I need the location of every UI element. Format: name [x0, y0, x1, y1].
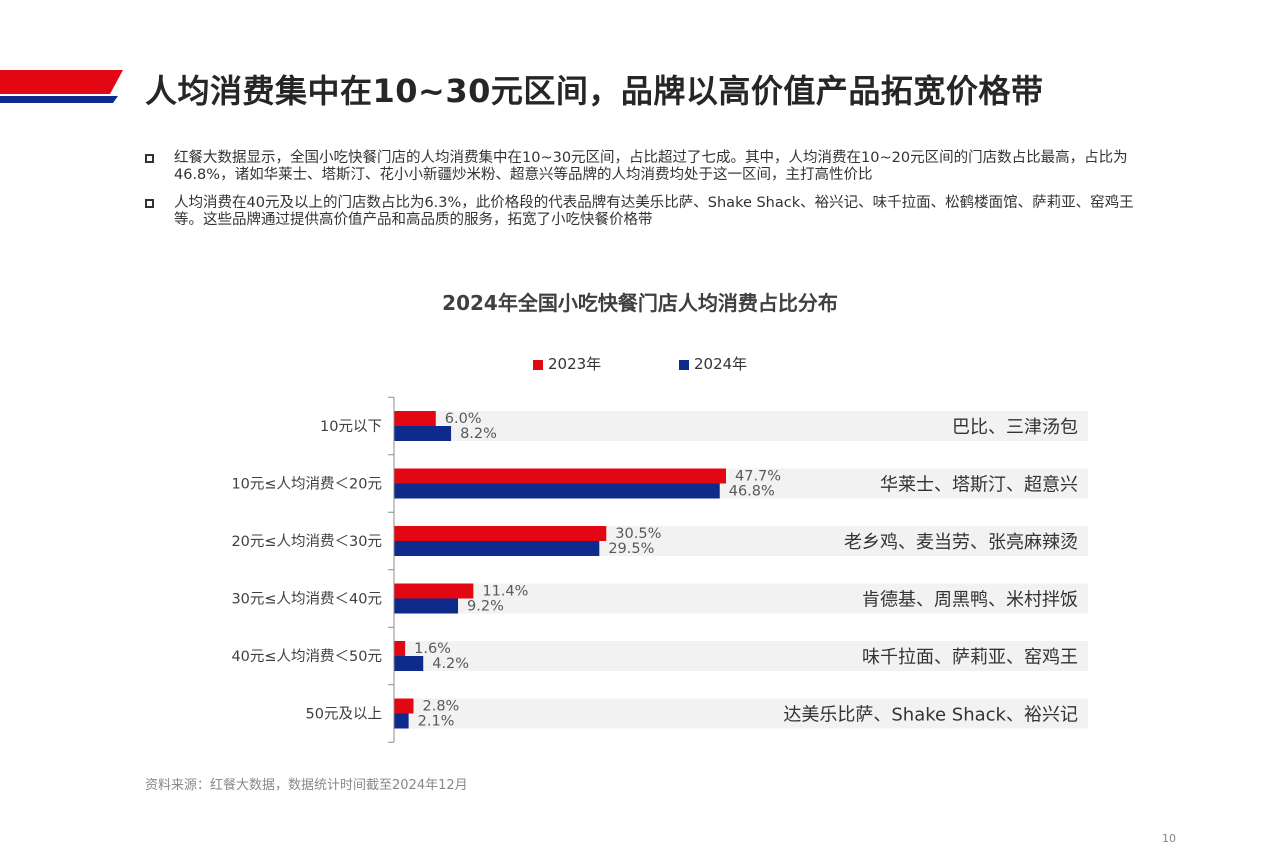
square-bullet-icon: [145, 154, 154, 163]
square-bullet-icon: [145, 199, 154, 208]
bullet-text: 红餐大数据显示，全国小吃快餐门店的人均消费集中在10~30元区间，占比超过了七成…: [174, 150, 1128, 183]
data-label: 11.4%: [482, 584, 528, 600]
category-label: 50元及以上: [306, 706, 382, 723]
brand-label: 巴比、三津汤包: [952, 417, 1078, 438]
category-label: 20元≤人均消费＜30元: [231, 533, 382, 550]
category-label: 40元≤人均消费＜50元: [231, 648, 382, 665]
bar-2024年: [394, 483, 720, 499]
bar-2024年: [394, 598, 459, 614]
source-note: 资料来源：红餐大数据，数据统计时间截至2024年12月: [145, 778, 468, 793]
row-band: [394, 411, 1088, 441]
data-label: 8.2%: [460, 426, 497, 442]
bar-2023年: [394, 641, 406, 656]
brand-label: 老乡鸡、麦当劳、张亮麻辣烫: [844, 532, 1078, 553]
data-label: 9.2%: [467, 599, 504, 615]
data-label: 46.8%: [729, 484, 775, 500]
category-label: 10元≤人均消费＜20元: [231, 476, 382, 493]
legend-label-2023: 2023年: [548, 355, 602, 373]
legend-swatch-2024: [679, 360, 689, 370]
row-band: [394, 583, 1088, 614]
category-label: 30元≤人均消费＜40元: [231, 591, 382, 608]
bar-2024年: [394, 656, 424, 671]
bar-2024年: [394, 541, 600, 556]
bullet-list: 红餐大数据显示，全国小吃快餐门店的人均消费集中在10~30元区间，占比超过了七成…: [145, 150, 1155, 240]
legend-swatch-2023: [533, 360, 543, 370]
bar-2024年: [394, 713, 409, 729]
bar-2023年: [394, 526, 607, 541]
data-label: 29.5%: [608, 541, 654, 557]
category-label: 10元以下: [320, 419, 382, 435]
legend-item-2024: 2024年: [679, 353, 747, 374]
data-label: 30.5%: [615, 526, 661, 542]
data-label: 6.0%: [445, 411, 482, 427]
bullet-text: 人均消费在40元及以上的门店数占比为6.3%，此价格段的代表品牌有达美乐比萨、S…: [174, 195, 1134, 228]
legend-item-2023: 2023年: [533, 353, 601, 374]
header-flag-decoration: [0, 70, 123, 103]
bullet-item: 人均消费在40元及以上的门店数占比为6.3%，此价格段的代表品牌有达美乐比萨、S…: [145, 195, 1155, 229]
bar-2024年: [394, 426, 452, 441]
bar-2023年: [394, 698, 414, 714]
data-label: 47.7%: [735, 469, 781, 485]
chart-title: 2024年全国小吃快餐门店人均消费占比分布: [442, 291, 838, 315]
brand-label: 达美乐比萨、Shake Shack、裕兴记: [783, 705, 1078, 726]
row-band: [394, 698, 1088, 729]
brand-label: 肯德基、周黑鸭、米村拌饭: [862, 590, 1078, 611]
bar-2023年: [394, 583, 474, 599]
legend-label-2024: 2024年: [694, 355, 748, 373]
data-label: 1.6%: [414, 641, 451, 657]
data-label: 4.2%: [432, 656, 469, 672]
page-number: 10: [1162, 832, 1176, 845]
row-band: [394, 641, 1088, 671]
bar-2023年: [394, 411, 436, 426]
brand-label: 味千拉面、萨莉亚、窑鸡王: [862, 647, 1078, 668]
bullet-item: 红餐大数据显示，全国小吃快餐门店的人均消费集中在10~30元区间，占比超过了七成…: [145, 150, 1155, 184]
brand-label: 华莱士、塔斯汀、超意兴: [880, 475, 1078, 496]
bar-2023年: [394, 468, 726, 484]
data-label: 2.8%: [422, 699, 459, 715]
data-label: 2.1%: [418, 714, 455, 730]
page-title: 人均消费集中在10~30元区间，品牌以高价值产品拓宽价格带: [145, 72, 1044, 110]
